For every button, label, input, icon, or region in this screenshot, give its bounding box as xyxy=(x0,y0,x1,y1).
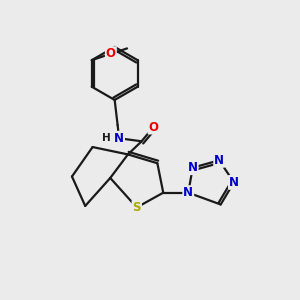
Text: N: N xyxy=(214,154,224,167)
Text: N: N xyxy=(183,186,193,199)
Text: H: H xyxy=(102,133,111,143)
Text: N: N xyxy=(188,161,198,174)
Text: N: N xyxy=(229,176,239,189)
Text: O: O xyxy=(106,47,116,60)
Text: S: S xyxy=(133,201,141,214)
Text: O: O xyxy=(148,121,158,134)
Text: N: N xyxy=(114,132,124,145)
